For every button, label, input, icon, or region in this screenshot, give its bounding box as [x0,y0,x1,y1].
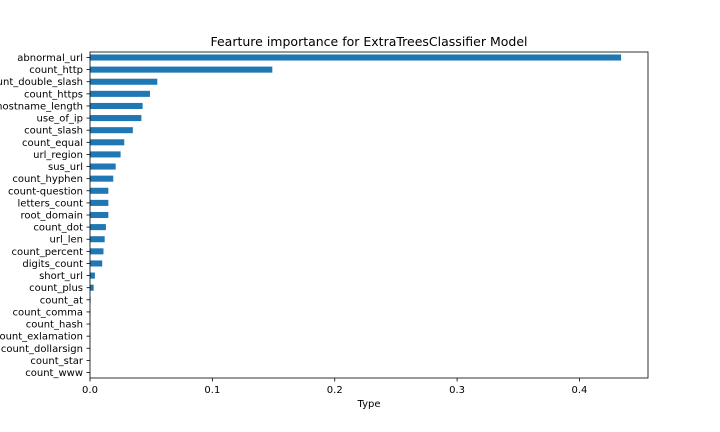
bar [90,284,94,291]
bar [90,248,104,255]
category-label: count_comma [13,307,83,318]
bar [90,115,142,122]
bar [90,66,273,73]
chart-title: Fearture importance for ExtraTreesClassi… [210,34,527,49]
category-label: count_exlamation [0,332,83,343]
category-label: use_of_ip [37,114,83,125]
plot-frame [89,51,649,379]
bar [90,175,114,182]
bar [90,272,95,279]
bar [90,199,109,206]
bar [90,78,158,85]
category-labels: abnormal_urlcount_httpcount_double_slash… [0,53,90,379]
category-label: count_hyphen [12,174,83,185]
x-tick-label: 0.1 [204,385,220,396]
category-label: count_percent [11,247,83,258]
category-label: count_slash [24,126,83,137]
category-label: count_plus [29,283,83,294]
x-tick-label: 0.3 [449,385,465,396]
category-label: letters_count [18,198,84,209]
category-label: count_double_slash [0,77,83,88]
bar [90,102,143,109]
category-label: url_region [33,150,83,161]
category-label: hostname_length [0,101,83,112]
bar [90,127,133,134]
category-label: sus_url [48,162,83,173]
category-label: count_equal [22,138,83,149]
bar [90,151,121,158]
category-label: count_www [25,368,83,379]
category-label: count_hash [26,320,83,331]
x-tick-label: 0.0 [82,385,98,396]
category-label: abnormal_url [17,53,83,64]
category-label: count_dot [33,223,83,234]
x-tick-label: 0.4 [572,385,588,396]
category-label: digits_count [22,259,83,270]
category-label: count_http [29,65,83,76]
category-label: count_https [24,89,83,100]
bar [90,163,116,170]
x-axis-label: Type [357,399,381,410]
category-label: count_at [40,295,83,306]
bar [90,211,109,219]
bars-group [90,54,622,376]
category-label: root_domain [21,211,84,222]
category-label: url_len [50,235,84,246]
bar [90,260,103,267]
bar [90,139,125,146]
category-label: count_dollarsign [1,344,83,355]
bar [90,54,622,61]
bar [90,236,105,243]
category-label: count-question [8,186,83,197]
bar [90,187,109,194]
category-label: short_url [39,271,83,282]
bar [90,90,150,97]
category-label: count_star [30,356,83,367]
x-axis-ticks: 0.0 0.1 0.2 0.3 0.4 [82,378,587,396]
bar [90,224,106,231]
x-tick-label: 0.2 [327,385,343,396]
